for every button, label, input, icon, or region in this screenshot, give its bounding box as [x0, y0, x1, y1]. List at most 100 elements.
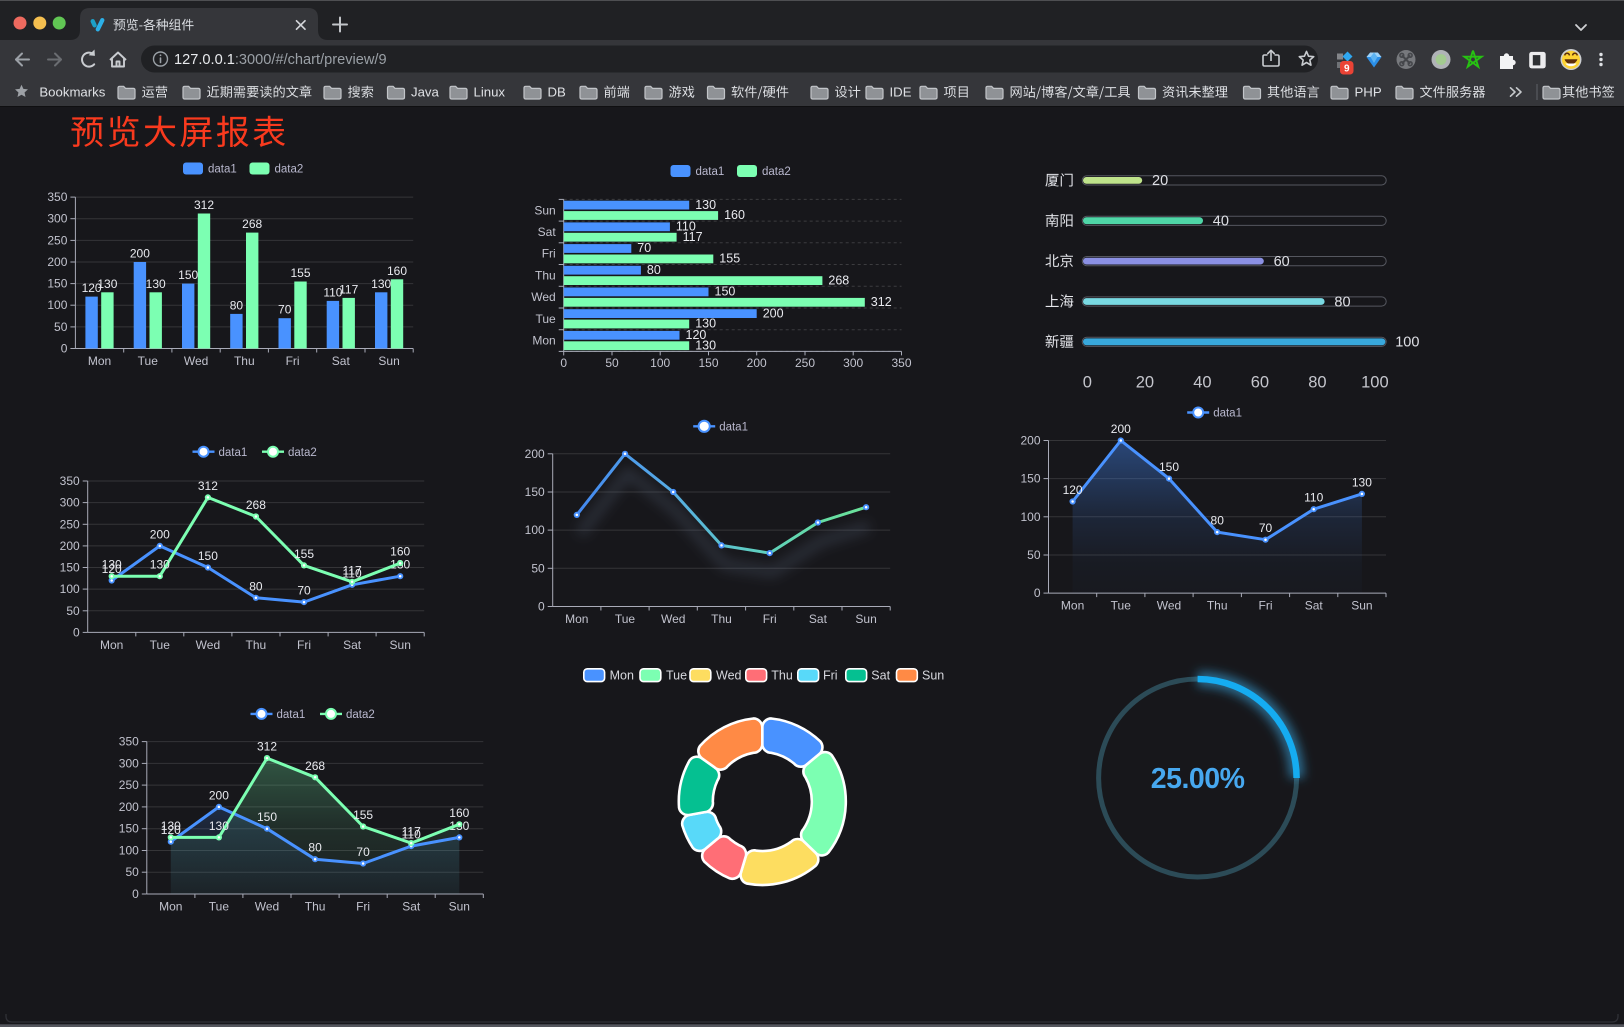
svg-text:Mon: Mon	[88, 354, 111, 368]
svg-text:300: 300	[843, 356, 863, 370]
svg-text:130: 130	[695, 198, 716, 212]
svg-text:Tue: Tue	[535, 312, 556, 326]
svg-text:200: 200	[525, 447, 545, 461]
svg-text:Sun: Sun	[390, 638, 411, 652]
svg-text:160: 160	[724, 208, 745, 222]
svg-text:0: 0	[1083, 374, 1092, 392]
svg-text:Linux: Linux	[474, 85, 506, 100]
svg-text:110: 110	[323, 285, 342, 299]
svg-text:70: 70	[1259, 521, 1273, 535]
svg-text:130: 130	[209, 819, 229, 833]
svg-text:50: 50	[66, 604, 80, 618]
svg-text:Sat: Sat	[332, 354, 351, 368]
svg-text:50: 50	[125, 865, 139, 879]
svg-text:160: 160	[449, 806, 469, 820]
svg-text:Tue: Tue	[1111, 599, 1132, 613]
svg-text:Wed: Wed	[196, 638, 220, 652]
svg-text:300: 300	[60, 496, 80, 510]
svg-text:Mon: Mon	[1061, 599, 1084, 613]
svg-text:data2: data2	[762, 166, 791, 178]
svg-text:data2: data2	[275, 164, 304, 176]
svg-text:100: 100	[650, 356, 670, 370]
svg-text:80: 80	[308, 841, 322, 855]
svg-text:Sun: Sun	[378, 354, 399, 368]
svg-text:100: 100	[1361, 374, 1389, 392]
svg-text:20: 20	[1136, 374, 1154, 392]
svg-text:130: 130	[102, 558, 122, 572]
svg-text:312: 312	[257, 740, 277, 754]
svg-text:data2: data2	[346, 709, 375, 721]
svg-text:Fri: Fri	[542, 247, 556, 261]
svg-text:60: 60	[1274, 254, 1290, 270]
svg-text:0: 0	[73, 625, 80, 639]
svg-text:150: 150	[715, 285, 736, 299]
svg-text:data1: data1	[696, 166, 725, 178]
svg-text:25.00%: 25.00%	[1151, 763, 1245, 795]
svg-text:Sat: Sat	[1305, 599, 1324, 613]
svg-text:250: 250	[795, 356, 815, 370]
svg-text:Wed: Wed	[184, 354, 208, 368]
svg-text:150: 150	[1020, 472, 1040, 486]
svg-text:Thu: Thu	[535, 268, 556, 282]
svg-text:0: 0	[61, 342, 68, 356]
svg-text:0: 0	[132, 887, 139, 901]
svg-text:130: 130	[695, 338, 716, 352]
svg-text:130: 130	[150, 558, 170, 572]
svg-text:268: 268	[828, 273, 849, 287]
svg-text:100: 100	[47, 298, 67, 312]
svg-text:117: 117	[339, 282, 358, 296]
svg-text:150: 150	[60, 561, 80, 575]
svg-text:200: 200	[763, 306, 784, 320]
svg-text:130: 130	[146, 277, 166, 291]
svg-text:80: 80	[249, 579, 263, 593]
svg-text:100: 100	[525, 523, 545, 537]
svg-text:Thu: Thu	[711, 612, 732, 626]
svg-text:110: 110	[402, 828, 421, 842]
svg-text:150: 150	[1159, 460, 1179, 474]
svg-text:200: 200	[1020, 434, 1040, 448]
svg-text:268: 268	[305, 759, 325, 773]
svg-text:150: 150	[525, 485, 545, 499]
svg-text:Sat: Sat	[343, 638, 362, 652]
svg-text:80: 80	[1334, 294, 1350, 310]
svg-text:200: 200	[150, 527, 170, 541]
svg-text:300: 300	[119, 756, 139, 770]
svg-text:350: 350	[119, 735, 139, 749]
svg-text:110: 110	[676, 220, 696, 234]
svg-text:Java: Java	[411, 85, 440, 100]
svg-text:Sun: Sun	[1351, 599, 1372, 613]
svg-text:150: 150	[178, 268, 198, 282]
svg-text:100: 100	[1020, 510, 1040, 524]
svg-text:110: 110	[1304, 491, 1323, 505]
svg-text:Fri: Fri	[297, 638, 311, 652]
svg-text:120: 120	[102, 562, 122, 576]
svg-text:200: 200	[1111, 422, 1131, 436]
svg-text:0: 0	[1034, 586, 1041, 600]
svg-text:200: 200	[47, 255, 67, 269]
svg-text:Fri: Fri	[356, 900, 370, 914]
svg-text:70: 70	[297, 584, 311, 598]
svg-text:Fri: Fri	[823, 669, 838, 683]
svg-text:200: 200	[130, 247, 150, 261]
svg-text:data1: data1	[219, 447, 248, 459]
svg-text:268: 268	[242, 217, 262, 231]
svg-text:data1: data1	[277, 709, 306, 721]
svg-text:20: 20	[1152, 173, 1168, 189]
svg-text:312: 312	[194, 198, 214, 212]
svg-text:120: 120	[1063, 483, 1083, 497]
svg-text:150: 150	[198, 549, 218, 563]
svg-text:250: 250	[47, 233, 67, 247]
svg-text:127.0.0.1:3000/#/chart/preview: 127.0.0.1:3000/#/chart/preview/9	[174, 52, 387, 68]
svg-text:80: 80	[1308, 374, 1326, 392]
svg-text:117: 117	[402, 825, 421, 839]
svg-text:Fri: Fri	[1259, 599, 1273, 613]
svg-text:100: 100	[60, 582, 80, 596]
svg-text:160: 160	[387, 264, 407, 278]
svg-text:Bookmarks: Bookmarks	[39, 85, 105, 100]
svg-text:130: 130	[371, 277, 391, 291]
svg-text:Sun: Sun	[449, 900, 470, 914]
svg-text:120: 120	[161, 823, 181, 837]
svg-text:data1: data1	[1213, 408, 1242, 420]
svg-text:Mon: Mon	[159, 900, 182, 914]
svg-text:80: 80	[1211, 514, 1225, 528]
